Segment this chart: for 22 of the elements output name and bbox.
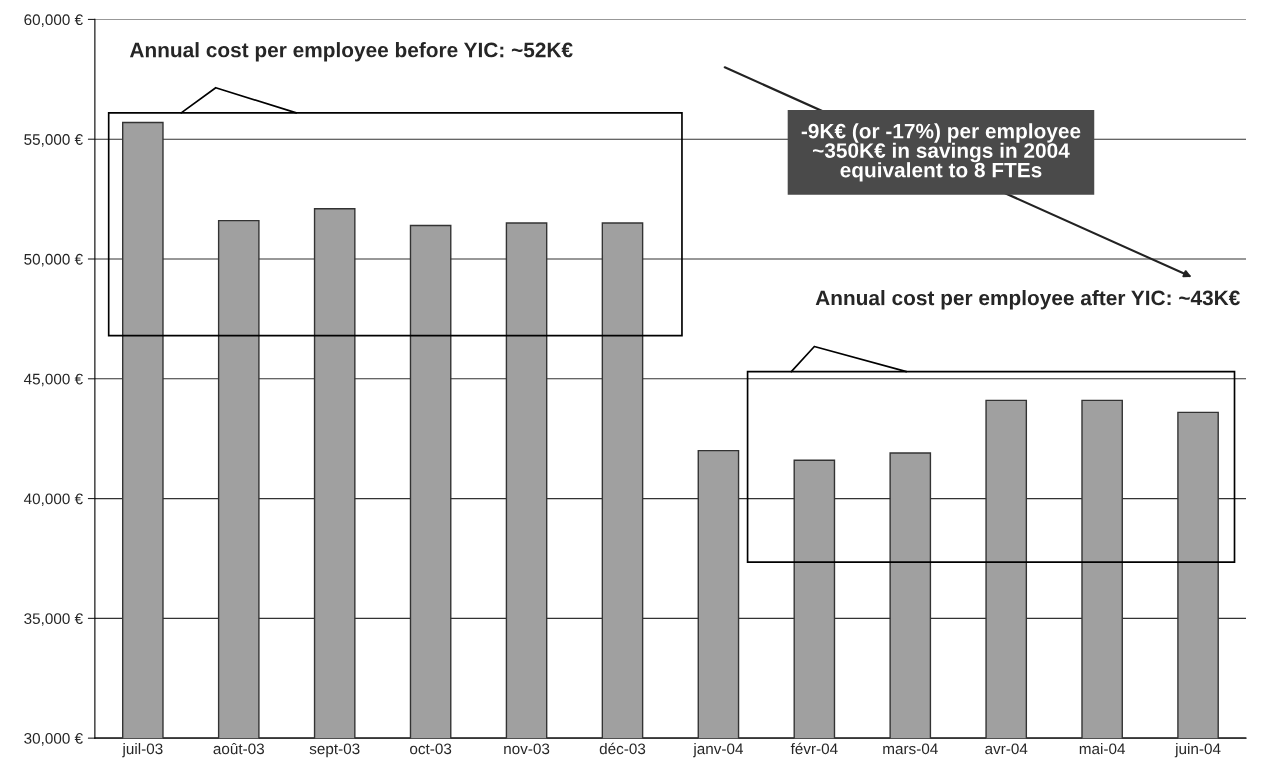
x-tick-label: juin-04 [1174, 743, 1221, 758]
annotation: -9K€ (or -17%) per employee ~350K€ in savings in 2004 equivalent to 8 FTEs [801, 123, 1081, 182]
y-tick-label: 60,000 € [24, 14, 83, 27]
y-tick-label: 50,000 € [24, 253, 83, 267]
y-tick-label: 45,000 € [23, 373, 83, 387]
x-tick-label: déc-03 [599, 742, 646, 755]
x-tick-label: avr-04 [985, 743, 1028, 755]
x-tick-label: mai-04 [1079, 743, 1126, 755]
x-tick-label: nov-03 [504, 743, 550, 755]
y-tick-label: 40,000 € [23, 493, 83, 507]
x-tick-label: oct-03 [410, 743, 452, 755]
x-tick-label: mars-04 [883, 743, 938, 755]
x-tick-label: juil-03 [122, 743, 163, 758]
annotation: Annual cost per employee before YIC: ~52K€ [129, 42, 573, 62]
y-tick-label: 35,000 € [24, 613, 83, 626]
x-tick-label: janv-04 [692, 743, 744, 758]
annotation: Annual cost per employee after YIC: ~43K€ [815, 290, 1240, 310]
y-tick-label: 55,000 € [24, 134, 83, 147]
x-tick-label: sept-03 [309, 743, 360, 758]
x-tick-label: août-03 [213, 742, 265, 755]
x-tick-label: févr-04 [790, 742, 838, 755]
y-tick-label: 30,000 € [24, 733, 83, 746]
